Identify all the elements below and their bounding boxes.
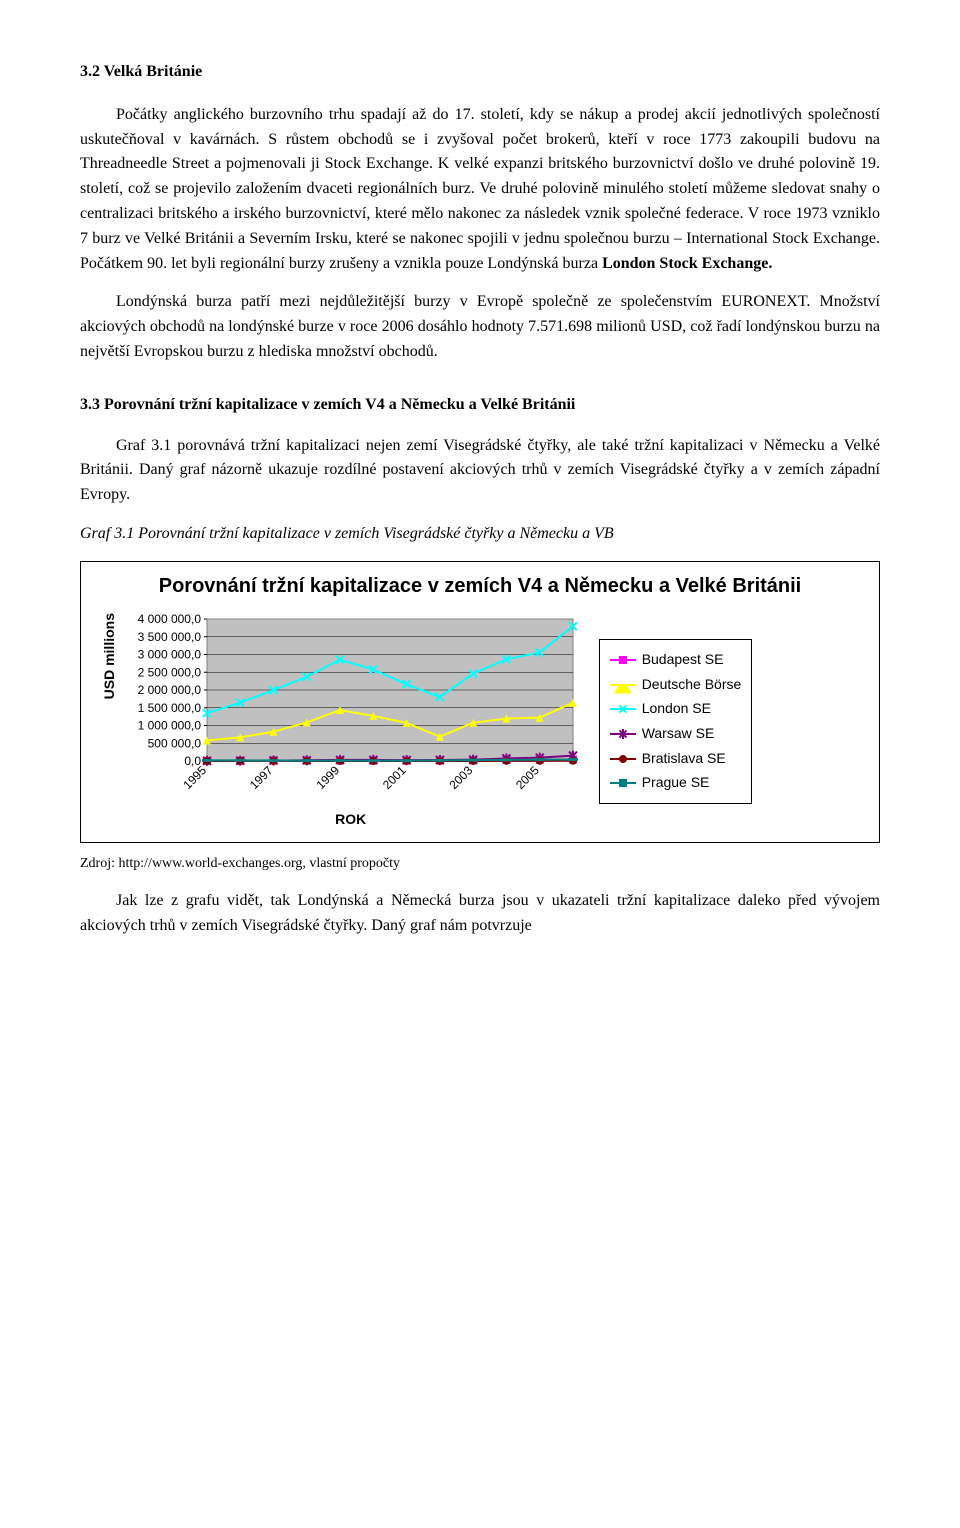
chart-title: Porovnání tržní kapitalizace v zemích V4… (95, 574, 865, 599)
chart-caption: Graf 3.1 Porovnání tržní kapitalizace v … (80, 522, 880, 547)
chart-plot-column: 0,0500 000,01 000 000,01 500 000,02 000 … (121, 613, 581, 831)
legend-item: Budapest SE (610, 649, 742, 671)
section-3-3-p1: Graf 3.1 porovnává tržní kapitalizaci ne… (80, 434, 880, 508)
chart-plot: 0,0500 000,01 000 000,01 500 000,02 000 … (121, 613, 581, 803)
svg-text:3 000 000,0: 3 000 000,0 (137, 647, 201, 661)
svg-text:3 500 000,0: 3 500 000,0 (137, 630, 201, 644)
svg-text:2003: 2003 (446, 763, 475, 792)
chart-legend: Budapest SE Deutsche BörseLondon SE Warsaw… (599, 639, 753, 804)
section-3-2-p1-text: Počátky anglického burzovního trhu spada… (80, 106, 880, 272)
chart-caption-text: Graf 3.1 Porovnání tržní kapitalizace v … (80, 525, 614, 542)
legend-item: London SE (610, 698, 742, 720)
legend-label: Warsaw SE (642, 723, 715, 745)
section-3-2-heading: 3.2 Velká Británie (80, 60, 880, 85)
svg-text:1 500 000,0: 1 500 000,0 (137, 701, 201, 715)
legend-item: Deutsche Börse (610, 674, 742, 696)
svg-text:2 500 000,0: 2 500 000,0 (137, 665, 201, 679)
svg-text:2005: 2005 (513, 763, 542, 792)
legend-label: Deutsche Börse (642, 674, 742, 696)
svg-text:500 000,0: 500 000,0 (147, 736, 201, 750)
section-3-2-p1: Počátky anglického burzovního trhu spada… (80, 103, 880, 277)
section-3-2-p2: Londýnská burza patří mezi nejdůležitějš… (80, 290, 880, 364)
svg-text:1997: 1997 (247, 763, 276, 792)
svg-text:4 000 000,0: 4 000 000,0 (137, 613, 201, 626)
svg-text:1999: 1999 (313, 763, 342, 792)
legend-label: London SE (642, 698, 711, 720)
legend-item: Prague SE (610, 772, 742, 794)
chart-y-axis-label: USD millions (95, 613, 121, 739)
legend-item: Warsaw SE (610, 723, 742, 745)
section-3-3-heading: 3.3 Porovnání tržní kapitalizace v zemíc… (80, 393, 880, 418)
svg-text:2001: 2001 (380, 763, 409, 792)
chart-x-axis-label: ROK (121, 809, 581, 831)
legend-label: Budapest SE (642, 649, 724, 671)
svg-text:2 000 000,0: 2 000 000,0 (137, 683, 201, 697)
svg-text:1 000 000,0: 1 000 000,0 (137, 718, 201, 732)
legend-label: Bratislava SE (642, 748, 726, 770)
legend-item: Bratislava SE (610, 748, 742, 770)
chart-source: Zdroj: http://www.world-exchanges.org, v… (80, 853, 880, 875)
legend-label: Prague SE (642, 772, 710, 794)
chart-container: Porovnání tržní kapitalizace v zemích V4… (80, 561, 880, 844)
closing-paragraph: Jak lze z grafu vidět, tak Londýnská a N… (80, 889, 880, 939)
